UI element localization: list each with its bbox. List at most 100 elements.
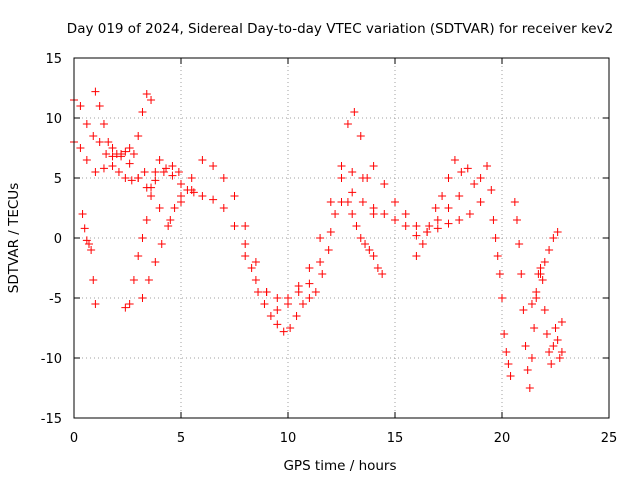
data-point — [198, 192, 207, 200]
data-point — [134, 174, 143, 182]
data-point — [553, 336, 562, 344]
data-point — [532, 288, 541, 296]
data-point — [151, 176, 160, 185]
data-point — [121, 303, 130, 312]
data-point — [82, 156, 91, 164]
data-point — [476, 174, 485, 182]
data-point — [102, 150, 111, 158]
data-point — [219, 204, 228, 212]
data-point — [343, 120, 352, 128]
data-point — [521, 342, 530, 350]
x-tick-label: 20 — [494, 431, 511, 446]
data-point — [540, 258, 549, 266]
series-track-i — [412, 156, 492, 260]
data-point — [401, 222, 410, 230]
data-point — [114, 168, 123, 176]
data-point — [423, 228, 432, 236]
x-axis-title: GPS time / hours — [283, 458, 396, 474]
data-point — [348, 188, 357, 197]
data-point — [187, 174, 196, 182]
data-point — [241, 252, 250, 260]
data-point — [82, 236, 91, 245]
data-point — [121, 147, 130, 156]
data-point — [391, 216, 399, 224]
data-point — [147, 96, 156, 104]
data-point — [284, 294, 292, 302]
data-point — [500, 330, 509, 338]
data-point — [356, 132, 365, 140]
data-point — [369, 162, 378, 170]
data-point — [254, 288, 263, 296]
data-point — [91, 300, 100, 308]
data-point — [155, 204, 164, 212]
data-point — [433, 216, 442, 224]
data-point — [455, 192, 464, 200]
data-point — [555, 354, 564, 362]
data-point — [553, 228, 562, 236]
y-axis-title: SDTVAR / TECUs — [6, 183, 22, 293]
data-point — [549, 234, 558, 242]
x-tick-label: 10 — [280, 431, 297, 446]
data-point — [551, 324, 560, 332]
data-point — [129, 150, 138, 158]
data-point — [241, 240, 250, 248]
data-point — [527, 300, 536, 308]
x-tick-label: 5 — [177, 431, 185, 446]
data-point — [260, 300, 269, 308]
grid — [74, 58, 609, 418]
data-point — [177, 192, 185, 200]
data-point — [361, 240, 370, 248]
data-point — [99, 120, 108, 128]
data-point — [266, 312, 275, 320]
data-point — [251, 276, 260, 284]
data-point — [331, 210, 340, 218]
data-point — [489, 216, 498, 224]
data-point — [380, 210, 389, 218]
data-point — [519, 306, 528, 314]
data-point — [358, 198, 367, 206]
data-point — [170, 204, 179, 212]
data-point — [174, 168, 183, 176]
data-point — [549, 342, 558, 350]
data-point — [538, 276, 547, 284]
data-point — [305, 294, 314, 302]
data-point — [523, 366, 532, 374]
data-point — [433, 224, 442, 233]
y-tick-label: 0 — [54, 232, 62, 247]
data-point — [337, 162, 346, 170]
chart-title: Day 019 of 2024, Sidereal Day-to-day VTE… — [67, 21, 613, 37]
data-point — [219, 174, 228, 182]
data-point — [557, 348, 566, 356]
data-point — [89, 132, 98, 140]
data-point — [305, 279, 314, 288]
data-point — [298, 300, 307, 308]
data-point — [147, 192, 156, 200]
data-point — [87, 246, 96, 254]
x-tick-label: 25 — [601, 431, 618, 446]
data-point — [112, 150, 121, 158]
data-point — [457, 168, 466, 176]
data-point — [121, 174, 130, 182]
data-point — [343, 198, 352, 206]
data-point — [99, 164, 108, 173]
series-track-j — [489, 216, 515, 380]
data-point — [504, 360, 513, 368]
data-point — [177, 180, 185, 188]
y-tick-label: -5 — [49, 292, 62, 307]
data-point — [418, 240, 427, 248]
data-point — [76, 144, 85, 152]
data-point — [157, 240, 166, 248]
tick-labels: 0 5 10 15 20 25 -15 -10 -5 0 5 10 15 — [41, 52, 618, 446]
data-point — [324, 246, 333, 254]
data-point — [117, 152, 126, 161]
data-point — [491, 234, 500, 242]
data-points — [70, 87, 566, 392]
data-point — [134, 252, 143, 260]
data-point — [159, 168, 168, 176]
data-point — [95, 138, 104, 146]
data-point — [369, 252, 378, 260]
data-point — [348, 210, 357, 218]
data-point — [91, 168, 100, 176]
data-point — [151, 168, 160, 176]
